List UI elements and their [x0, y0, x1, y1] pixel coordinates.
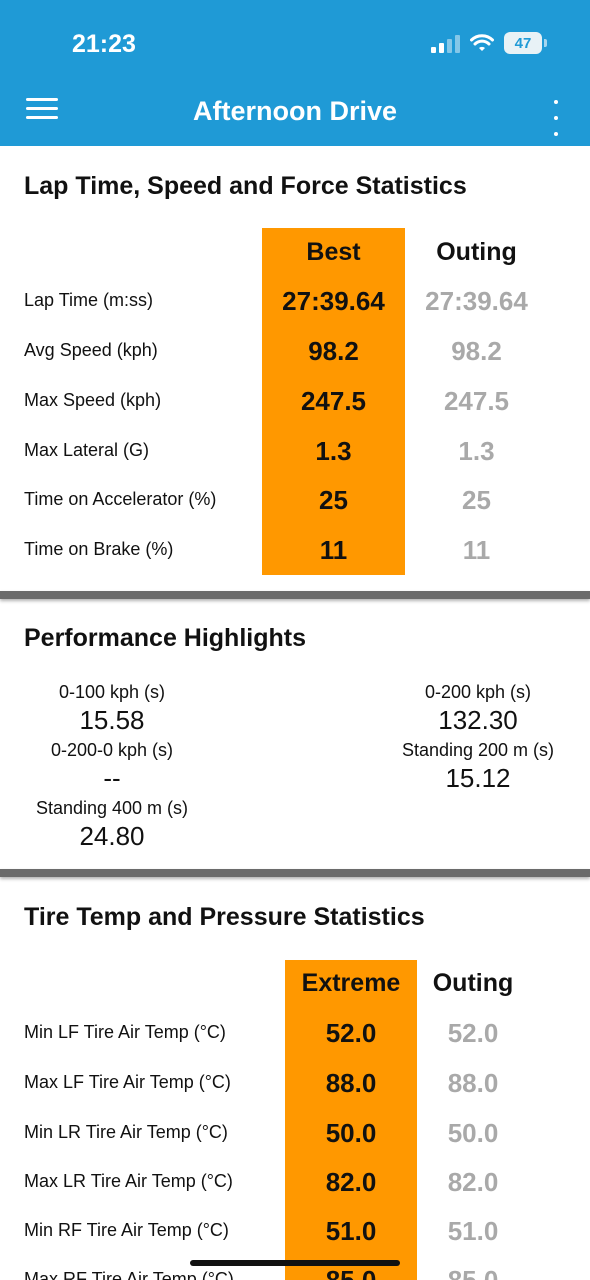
row-label: Max LR Tire Air Temp (°C) [24, 1171, 233, 1191]
outing-value: 85.0 [447, 1265, 499, 1280]
row-label: Min LF Tire Air Temp (°C) [24, 1022, 226, 1042]
best-column-highlight [262, 228, 405, 575]
extreme-column-header: Extreme [301, 969, 401, 997]
extreme-value: 85.0 [325, 1265, 377, 1280]
extreme-value: 51.0 [325, 1216, 377, 1246]
outing-value: 51.0 [447, 1216, 499, 1246]
row-label: Min RF Tire Air Temp (°C) [24, 1220, 229, 1240]
extreme-value: 88.0 [325, 1068, 377, 1098]
perf-label: Standing 400 m (s) [35, 798, 189, 818]
cellular-signal-icon [431, 33, 460, 53]
perf-value: 132.30 [438, 705, 518, 735]
more-options-icon[interactable] [546, 100, 566, 136]
extreme-column-highlight [285, 960, 417, 1280]
tire-outing-column-header: Outing [432, 969, 514, 997]
tire-stats-title: Tire Temp and Pressure Statistics [24, 903, 425, 931]
section-divider [0, 591, 590, 599]
performance-title: Performance Highlights [24, 624, 306, 652]
outing-value: 82.0 [447, 1167, 499, 1197]
best-value: 25 [319, 485, 348, 515]
best-value: 1.3 [315, 436, 352, 466]
row-label: Avg Speed (kph) [24, 340, 158, 360]
outing-column-header: Outing [436, 238, 517, 266]
outing-value: 50.0 [447, 1118, 499, 1148]
outing-value: 247.5 [443, 386, 510, 416]
battery-icon: 47 [504, 32, 547, 54]
best-column-header: Best [306, 238, 361, 266]
row-label: Time on Accelerator (%) [24, 489, 217, 509]
row-label: Min LR Tire Air Temp (°C) [24, 1122, 228, 1142]
perf-label: 0-200-0 kph (s) [50, 740, 174, 760]
perf-value: 24.80 [79, 821, 145, 851]
page-title: Afternoon Drive [192, 96, 398, 126]
outing-value: 27:39.64 [425, 286, 528, 316]
home-indicator[interactable] [190, 1260, 400, 1266]
section-divider [0, 869, 590, 877]
outing-value: 25 [462, 485, 491, 515]
best-value: 11 [319, 535, 348, 565]
status-time: 21:23 [72, 30, 136, 58]
perf-label: 0-100 kph (s) [58, 682, 166, 702]
perf-value: 15.58 [79, 705, 145, 735]
perf-label: 0-200 kph (s) [424, 682, 532, 702]
row-label: Max Lateral (G) [24, 440, 150, 460]
hamburger-menu-icon[interactable] [26, 98, 58, 122]
row-label: Lap Time (m:ss) [24, 290, 154, 310]
row-label: Max RF Tire Air Temp (°C) [24, 1269, 234, 1280]
app-header: 21:23 47 Afternoon Drive [0, 0, 590, 146]
outing-value: 88.0 [447, 1068, 499, 1098]
status-icons: 47 [431, 32, 547, 54]
outing-value: 1.3 [458, 436, 495, 466]
extreme-value: 82.0 [325, 1167, 377, 1197]
wifi-icon [470, 34, 494, 51]
extreme-value: 52.0 [325, 1018, 377, 1048]
row-label: Max LF Tire Air Temp (°C) [24, 1072, 231, 1092]
perf-value: 15.12 [445, 763, 511, 793]
lap-stats-title: Lap Time, Speed and Force Statistics [24, 172, 467, 200]
outing-value: 98.2 [451, 336, 502, 366]
best-value: 27:39.64 [282, 286, 385, 316]
row-label: Time on Brake (%) [24, 539, 174, 559]
outing-value: 11 [462, 535, 491, 565]
row-label: Max Speed (kph) [24, 390, 162, 410]
perf-label: Standing 200 m (s) [401, 740, 555, 760]
extreme-value: 50.0 [325, 1118, 377, 1148]
outing-value: 52.0 [447, 1018, 499, 1048]
best-value: 98.2 [308, 336, 359, 366]
perf-value: -- [103, 763, 121, 793]
best-value: 247.5 [300, 386, 367, 416]
